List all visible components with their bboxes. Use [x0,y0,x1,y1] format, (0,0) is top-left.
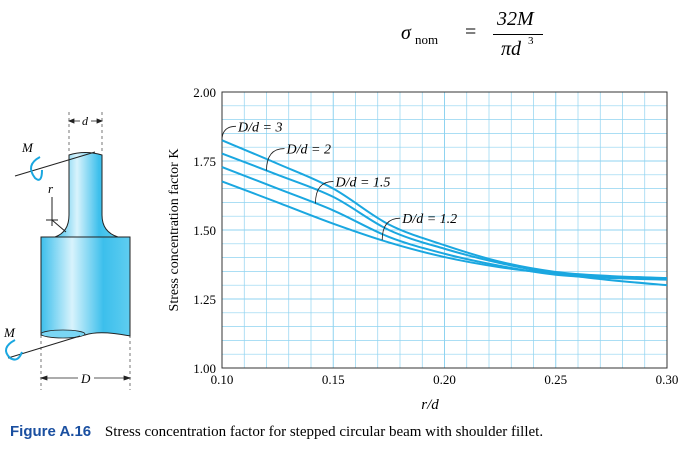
series-label: D/d = 1.5 [334,175,390,190]
x-tick-label: 0.10 [211,372,234,387]
d-dimension [67,118,104,124]
d-label: d [82,114,89,128]
sigma-subscript: nom [415,32,439,47]
radius-indicator [46,197,67,233]
nominal-stress-formula: σ nom = 32M πd 3 [395,8,575,68]
dimension-lines [40,112,131,390]
formula-numerator: 32M [497,8,534,30]
x-tick-label: 0.15 [322,372,345,387]
x-tick-label: 0.25 [544,372,567,387]
series-label-leader [381,217,401,241]
x-tick-label: 0.30 [656,372,679,387]
D-dimension [39,375,132,381]
sigma-symbol: σ [401,22,411,44]
series-label-leader [221,125,237,141]
series-labels: D/d = 3 D/d = 2 D/d = 1.5 D/d = 1.2 [221,120,457,241]
small-shaft [54,152,119,238]
series-line [221,152,668,280]
series-label: D/d = 2 [286,143,331,158]
stress-concentration-chart: 0.10 0.15 0.20 0.25 0.30 1.00 1.25 1.50 1.75 2.00… [167,85,678,413]
x-axis-label: r/d [421,397,439,413]
moment-label-top: M [21,140,34,155]
series-label-leader [266,148,285,171]
cut-face [40,329,86,339]
y-tick-label: 1.00 [193,361,216,376]
formula-exponent: 3 [528,35,534,47]
tick-labels: 0.10 0.15 0.20 0.25 0.30 1.00 1.25 1.50 1.75 2.00 [193,85,678,387]
series-line [221,180,668,287]
moment-axis-top [14,151,96,177]
formula-denominator: πd [501,38,522,60]
D-label: D [80,371,91,386]
figure-caption: Figure A.16 Stress concentration factor … [10,423,543,441]
plot-frame [221,91,668,369]
moment-arrow-bottom-icon [5,339,23,361]
stepped-shaft-diagram: M M r d D [3,112,132,390]
fraction-bar [493,34,543,35]
grid [222,92,667,368]
y-tick-label: 1.75 [193,154,216,169]
caption-text: Stress concentration factor for stepped … [104,424,544,440]
moment-arrow-top-icon [30,156,43,181]
y-tick-label: 1.50 [193,223,216,238]
series-lines [221,139,668,287]
series-label: D/d = 3 [237,120,282,135]
y-tick-label: 2.00 [193,85,216,100]
y-axis-label: Stress concentration factor K [167,149,182,312]
equals-sign: = [465,21,477,43]
series-line [221,166,668,281]
figure-label: Figure A.16 [10,423,92,440]
moment-label-bottom: M [3,325,16,340]
series-label: D/d = 1.2 [401,212,457,227]
radius-label: r [48,181,54,196]
y-tick-label: 1.25 [193,292,216,307]
x-tick-label: 0.20 [433,372,456,387]
series-label-leader [315,181,334,204]
